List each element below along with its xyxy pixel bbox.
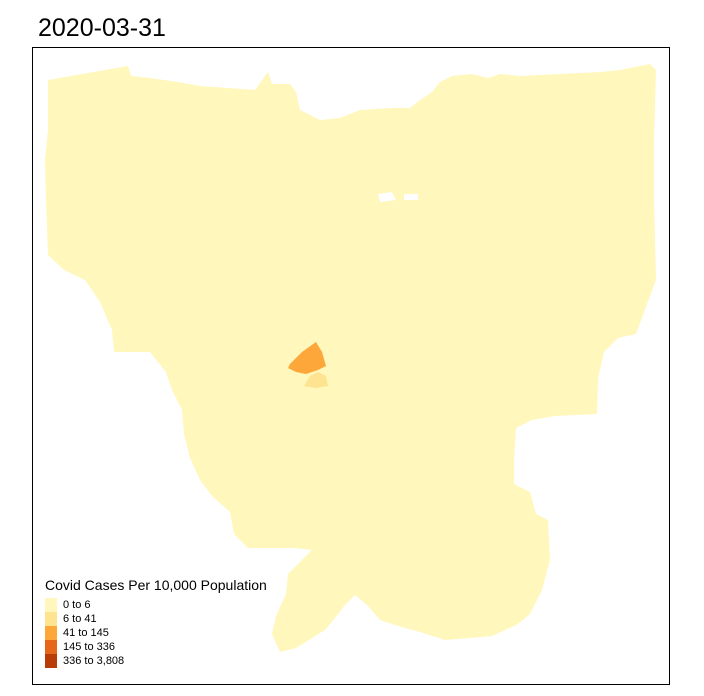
legend-title: Covid Cases Per 10,000 Population xyxy=(45,577,267,593)
legend-item: 145 to 336 xyxy=(45,640,267,654)
map-gap xyxy=(404,194,418,200)
legend-label: 0 to 6 xyxy=(63,599,91,611)
map-region-central-high[interactable] xyxy=(288,342,326,374)
legend-item: 0 to 6 xyxy=(45,598,267,612)
map-title: 2020-03-31 xyxy=(38,14,166,42)
map-region-central-low[interactable] xyxy=(304,372,328,388)
legend-label: 41 to 145 xyxy=(63,627,109,639)
legend-item: 336 to 3,808 xyxy=(45,654,267,668)
map-region-main[interactable] xyxy=(45,64,656,652)
map-gap xyxy=(378,192,396,202)
legend-label: 336 to 3,808 xyxy=(63,655,125,667)
legend-swatch xyxy=(45,654,57,668)
legend-item: 41 to 145 xyxy=(45,626,267,640)
legend-swatch xyxy=(45,612,57,626)
legend-swatch xyxy=(45,626,57,640)
legend-swatch xyxy=(45,640,57,654)
legend-label: 145 to 336 xyxy=(63,641,115,653)
legend-label: 6 to 41 xyxy=(63,613,97,625)
legend-item: 6 to 41 xyxy=(45,612,267,626)
legend: Covid Cases Per 10,000 Population 0 to 6… xyxy=(45,577,267,668)
legend-swatch xyxy=(45,598,57,612)
